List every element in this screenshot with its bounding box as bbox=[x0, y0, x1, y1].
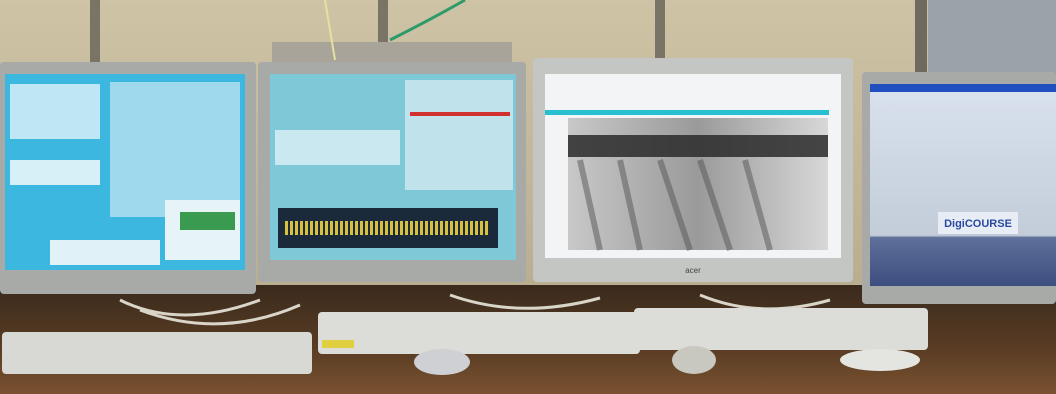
panel bbox=[10, 160, 100, 185]
cable bbox=[324, 0, 336, 61]
cable bbox=[389, 0, 466, 42]
status-bar bbox=[410, 112, 510, 116]
monitor-screen bbox=[870, 84, 1056, 286]
mouse bbox=[672, 346, 716, 374]
seismic-traces bbox=[577, 159, 773, 251]
mouse bbox=[414, 349, 470, 375]
panel bbox=[275, 130, 400, 165]
pipe bbox=[378, 0, 388, 45]
title-bar bbox=[870, 84, 1056, 92]
banner-box bbox=[938, 212, 1018, 234]
banner: DigiCOURSE bbox=[944, 218, 1012, 230]
pipe bbox=[90, 0, 100, 70]
mouse bbox=[840, 349, 920, 371]
pipe bbox=[655, 0, 665, 60]
keyboard bbox=[634, 308, 928, 350]
keyboard bbox=[2, 332, 312, 374]
pipe bbox=[915, 0, 927, 75]
fan bbox=[928, 0, 1056, 80]
panel bbox=[50, 240, 160, 265]
seismic-band bbox=[568, 135, 828, 157]
toolbar bbox=[545, 110, 829, 115]
panel bbox=[405, 80, 513, 190]
cables bbox=[119, 293, 831, 326]
keyboard bbox=[318, 312, 640, 354]
logo: acer bbox=[685, 266, 701, 275]
label-sticker bbox=[322, 340, 354, 348]
window bbox=[10, 84, 100, 139]
window bbox=[110, 82, 240, 217]
meter bbox=[180, 212, 235, 230]
